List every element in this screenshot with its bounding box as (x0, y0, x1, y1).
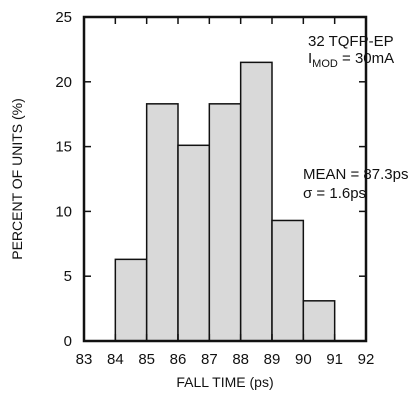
annotation-imod: IMOD = 30mA (308, 50, 394, 70)
x-axis-title: FALL TIME (ps) (176, 374, 273, 390)
histogram-bar (208, 103, 242, 342)
y-tick-label: 10 (55, 203, 72, 220)
plot-frame (82, 15, 368, 343)
x-tick-label: 88 (232, 351, 249, 368)
imod-subscript: MOD (312, 58, 338, 70)
x-tick-label: 87 (201, 351, 218, 368)
y-tick-label: 20 (55, 74, 72, 91)
y-tick-labels: 0 5 10 15 20 25 (55, 9, 72, 350)
axis-ticks (84, 17, 366, 341)
x-tick-label: 90 (295, 351, 312, 368)
x-tick-label: 83 (76, 351, 93, 368)
x-tick-label: 92 (358, 351, 375, 368)
annotation-mean: MEAN = 87.3ps (303, 166, 408, 183)
y-tick-label: 15 (55, 139, 72, 156)
histogram-bar (177, 144, 211, 342)
histogram-bar (302, 300, 336, 342)
histogram-bar (239, 61, 273, 342)
y-tick-label: 5 (64, 268, 72, 285)
x-tick-label: 91 (326, 351, 343, 368)
histogram-bars (114, 61, 336, 342)
imod-letter: I (308, 50, 312, 67)
x-tick-label: 85 (138, 351, 155, 368)
sigma-symbol: σ (303, 185, 313, 202)
y-axis-title: PERCENT OF UNITS (%) (9, 98, 25, 260)
annotation-sigma: σ = 1.6ps (303, 185, 366, 202)
histogram-bar (271, 219, 305, 342)
y-tick-label: 0 (64, 333, 72, 350)
x-tick-label: 89 (264, 351, 281, 368)
x-tick-label: 86 (170, 351, 187, 368)
y-tick-label: 25 (55, 9, 72, 26)
imod-value: = 30mA (338, 50, 394, 67)
sigma-value: = 1.6ps (312, 185, 366, 202)
histogram-bar (114, 258, 148, 342)
x-tick-labels: 83 84 85 86 87 88 89 90 91 92 (76, 351, 375, 368)
x-tick-label: 84 (107, 351, 124, 368)
annotation-package: 32 TQFP-EP (308, 33, 394, 50)
histogram-bar (145, 103, 179, 342)
